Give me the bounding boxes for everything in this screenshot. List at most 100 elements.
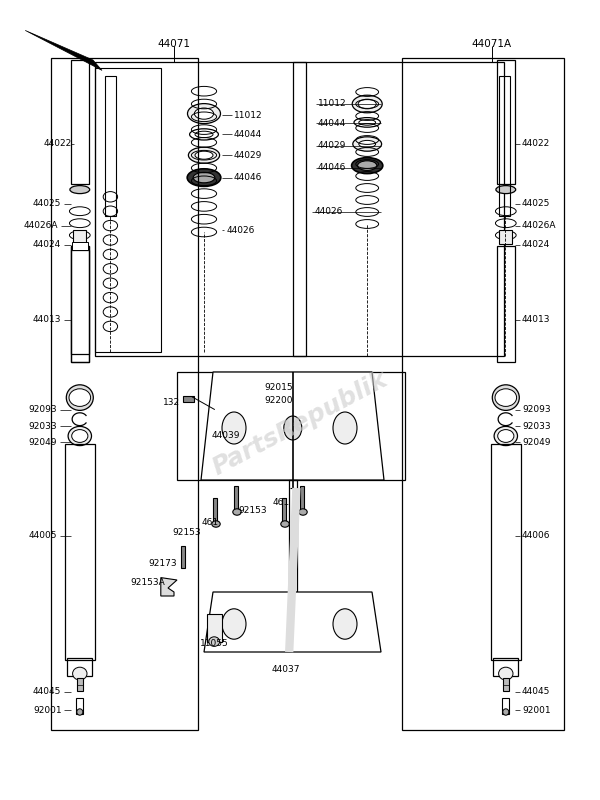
Text: 92093: 92093 <box>522 405 551 414</box>
Text: 44045: 44045 <box>522 687 550 697</box>
Text: 92001: 92001 <box>33 706 62 715</box>
Ellipse shape <box>67 385 94 410</box>
Bar <box>65 444 95 660</box>
Bar <box>213 498 217 522</box>
Ellipse shape <box>77 709 83 715</box>
Text: 11012: 11012 <box>318 99 347 109</box>
Text: 92001: 92001 <box>522 706 551 715</box>
Bar <box>51 58 198 730</box>
Ellipse shape <box>352 158 383 174</box>
Text: 11012: 11012 <box>234 110 263 120</box>
Ellipse shape <box>499 667 513 680</box>
Text: 92049: 92049 <box>522 438 551 447</box>
Ellipse shape <box>359 141 376 147</box>
Bar <box>499 76 510 216</box>
Text: 44025: 44025 <box>522 199 550 209</box>
Bar <box>207 614 222 642</box>
Text: 44045: 44045 <box>33 687 61 697</box>
Bar <box>497 60 515 184</box>
Ellipse shape <box>353 137 382 151</box>
Text: 44029: 44029 <box>318 141 346 150</box>
Ellipse shape <box>69 389 91 406</box>
Ellipse shape <box>358 99 376 109</box>
Bar <box>183 396 194 402</box>
Text: 44022: 44022 <box>43 139 71 149</box>
Text: 44044: 44044 <box>318 118 346 128</box>
Ellipse shape <box>358 161 377 170</box>
Text: 44037: 44037 <box>271 665 300 674</box>
Text: PartsRepublik: PartsRepublik <box>208 367 392 481</box>
Ellipse shape <box>333 412 357 444</box>
Text: 92200: 92200 <box>264 396 293 406</box>
Text: 44026: 44026 <box>314 207 343 217</box>
Ellipse shape <box>281 521 289 527</box>
Bar <box>71 250 89 354</box>
Ellipse shape <box>195 151 213 159</box>
Bar <box>491 444 521 660</box>
Ellipse shape <box>73 667 87 680</box>
Ellipse shape <box>194 108 214 119</box>
Bar <box>282 498 286 522</box>
Text: 44046: 44046 <box>318 163 346 173</box>
Text: 44025: 44025 <box>33 199 61 209</box>
Bar <box>402 58 564 730</box>
Ellipse shape <box>233 509 241 515</box>
Text: 92033: 92033 <box>29 422 58 431</box>
Bar <box>234 486 238 510</box>
Ellipse shape <box>495 389 517 406</box>
Text: 44044: 44044 <box>234 130 262 139</box>
Ellipse shape <box>286 374 299 383</box>
Text: 44039: 44039 <box>211 431 240 441</box>
Bar <box>95 68 161 352</box>
Bar <box>76 698 83 714</box>
Bar <box>71 246 89 362</box>
Bar <box>289 480 297 648</box>
Bar <box>77 678 83 691</box>
Bar <box>71 60 89 184</box>
Ellipse shape <box>68 426 92 446</box>
Ellipse shape <box>72 430 88 442</box>
Bar <box>502 698 509 714</box>
Ellipse shape <box>187 169 221 186</box>
Bar <box>73 230 86 244</box>
Polygon shape <box>204 592 381 652</box>
Text: 44013: 44013 <box>522 315 551 325</box>
Text: 44026: 44026 <box>227 226 255 235</box>
Bar <box>300 486 304 510</box>
Ellipse shape <box>209 637 220 646</box>
Ellipse shape <box>187 104 221 123</box>
Ellipse shape <box>222 609 246 639</box>
Ellipse shape <box>333 609 357 639</box>
Ellipse shape <box>503 709 509 715</box>
Text: 92033: 92033 <box>522 422 551 431</box>
Text: 461: 461 <box>273 498 290 507</box>
Bar <box>503 678 509 691</box>
Ellipse shape <box>188 147 220 163</box>
Polygon shape <box>161 578 177 596</box>
Text: 92153: 92153 <box>173 528 202 538</box>
Bar <box>181 546 185 568</box>
Text: 44046: 44046 <box>234 173 262 182</box>
Text: 44026A: 44026A <box>522 221 557 230</box>
Text: 132: 132 <box>163 398 181 407</box>
Bar <box>67 658 92 676</box>
Text: 461: 461 <box>202 518 219 527</box>
Text: 92173: 92173 <box>149 559 178 569</box>
Ellipse shape <box>352 95 382 113</box>
Ellipse shape <box>70 186 90 194</box>
Ellipse shape <box>492 385 519 410</box>
Text: 44006: 44006 <box>522 531 551 541</box>
Bar <box>497 246 515 362</box>
Text: 44026A: 44026A <box>24 221 59 230</box>
Bar <box>95 62 306 356</box>
Text: 44029: 44029 <box>234 150 262 160</box>
Bar <box>71 246 89 362</box>
Ellipse shape <box>222 412 246 444</box>
Text: 44071: 44071 <box>157 39 191 49</box>
Bar <box>493 658 518 676</box>
Text: 44013: 44013 <box>33 315 62 325</box>
Text: 92093: 92093 <box>29 405 58 414</box>
Polygon shape <box>201 372 384 480</box>
Ellipse shape <box>193 172 215 183</box>
Text: 92015: 92015 <box>264 382 293 392</box>
